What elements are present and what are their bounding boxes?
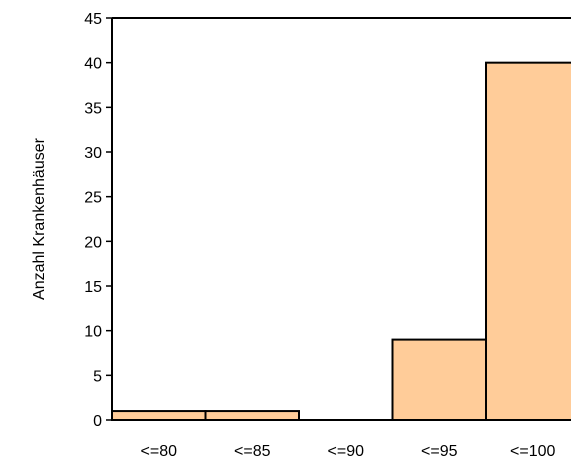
y-tick-label: 20 (84, 234, 102, 251)
bar (485, 61, 571, 422)
y-tick-label: 15 (84, 279, 102, 296)
x-tick-label: <=95 (421, 443, 458, 459)
y-axis-title: Anzahl Krankenhäuser (31, 137, 48, 300)
x-tick-label: <=80 (141, 443, 178, 459)
y-tick-label: 40 (84, 56, 102, 73)
y-tick-label: 10 (84, 324, 102, 341)
y-tick-label: 5 (93, 368, 102, 385)
x-axis-tick-labels: <=80 <=85 <=90 <=95 <=100 (141, 443, 556, 459)
x-tick-label: <=85 (234, 443, 271, 459)
bar (111, 410, 207, 422)
bars (111, 61, 571, 422)
bar (391, 338, 487, 422)
x-tick-label: <=90 (328, 443, 365, 459)
x-tick-label: <=100 (510, 443, 555, 459)
y-tick-label: 25 (84, 190, 102, 207)
y-tick-label: 45 (84, 11, 102, 28)
y-tick-label: 0 (93, 413, 102, 430)
bar (204, 410, 300, 422)
y-axis-ticks: 0 5 10 15 20 25 30 35 40 45 (84, 11, 112, 430)
y-tick-label: 35 (84, 100, 102, 117)
y-tick-label: 30 (84, 145, 102, 162)
